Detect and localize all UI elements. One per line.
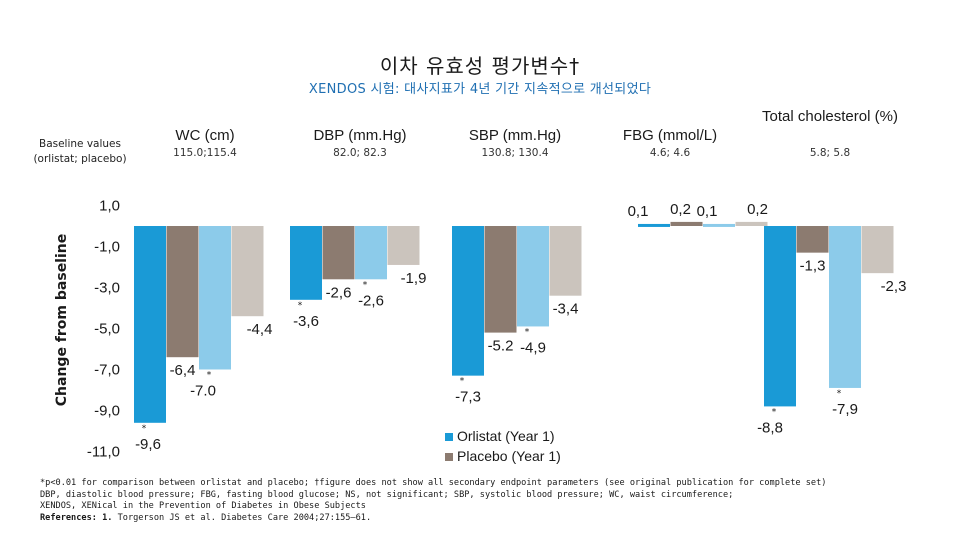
bar (670, 221, 703, 226)
bar (322, 226, 355, 280)
data-label: -4,9 (520, 339, 546, 356)
y-axis: 1,0 -1,0 -3,0 -5,0 -7,0 -9,0 -11,0 (87, 198, 120, 461)
data-label: -3,6 (293, 313, 319, 330)
data-label: -9,6 (135, 436, 161, 453)
footnote-xendos: XENDOS, XENical in the Prevention of Dia… (40, 501, 366, 511)
data-label: -1,3 (800, 258, 826, 275)
references-text: Torgerson JS et al. Diabetes Care 2004;2… (112, 512, 372, 523)
data-labels: * -9,6 -6,4 * -7.0 -4,4 * -3,6 -2,6 * -2,6 -1,9 * -7,… (135, 201, 906, 453)
data-label: 0,2 (747, 201, 768, 218)
baseline-values-label: Baseline values (orlistat; placebo) (33, 138, 127, 165)
group-header-dbp: DBP (mm.Hg) (313, 127, 407, 144)
legend-label: Orlistat (Year 1) (457, 428, 555, 444)
data-label: 0,2 (670, 201, 691, 218)
data-label: -8,8 (757, 419, 783, 436)
y-tick-label: -9,0 (94, 403, 120, 420)
significance-star: * (363, 280, 368, 290)
data-label: -2,6 (326, 284, 352, 301)
bar (517, 226, 549, 327)
group-header-total-cholesterol: Total cholesterol (%) (762, 108, 898, 125)
legend-label: Placebo (Year 1) (457, 448, 561, 464)
significance-star: * (207, 371, 212, 381)
significance-star: * (525, 327, 530, 337)
bars (134, 221, 894, 423)
bar (355, 226, 387, 280)
data-label: -3,4 (553, 301, 579, 318)
y-tick-label: -7,0 (94, 362, 120, 379)
bar (134, 226, 166, 423)
significance-star: * (772, 407, 777, 417)
data-label: -1,9 (401, 270, 427, 287)
bar (735, 221, 768, 226)
data-label: 0,1 (697, 203, 718, 220)
bar (703, 223, 735, 227)
significance-star: * (298, 301, 303, 311)
y-tick-label: -1,0 (94, 239, 120, 256)
page-title: 이차 유효성 평가변수† (379, 54, 581, 78)
significance-star: * (142, 424, 147, 434)
bar (829, 226, 861, 388)
data-label: 0,1 (628, 203, 649, 220)
footnotes: *p<0.01 for comparison between orlistat … (40, 478, 940, 524)
bar (861, 226, 894, 274)
bar (452, 226, 484, 376)
data-label: -6,4 (170, 362, 196, 379)
bar (387, 226, 420, 265)
group-baseline-dbp: 82.0; 82.3 (333, 147, 387, 159)
bar (796, 226, 829, 253)
significance-star: * (460, 377, 465, 387)
data-label: -4,4 (247, 321, 273, 338)
group-baseline-wc: 115.0;115.4 (173, 147, 237, 159)
y-tick-label: -5,0 (94, 321, 120, 338)
legend-swatch (445, 433, 453, 441)
legend: Orlistat (Year 1) Placebo (Year 1) (445, 428, 561, 464)
bar (484, 226, 517, 333)
bar (638, 223, 670, 227)
data-label: -7.0 (190, 383, 216, 400)
group-baseline-total-cholesterol: 5.8; 5.8 (809, 147, 851, 159)
y-tick-label: 1,0 (99, 198, 120, 215)
bar (290, 226, 322, 300)
bar (166, 226, 199, 358)
bar (549, 226, 582, 296)
group-header-sbp: SBP (mm.Hg) (468, 127, 562, 144)
data-label: -7,9 (832, 401, 858, 418)
legend-swatch (445, 453, 453, 461)
references-heading: References: 1. (40, 512, 113, 523)
group-baseline-fbg: 4.6; 4.6 (649, 147, 691, 159)
footnote-references: References: 1. Torgerson JS et al. Diabe… (40, 513, 940, 525)
significance-star: * (837, 389, 842, 399)
group-header-wc: WC (cm) (175, 127, 235, 144)
group-baseline-sbp: 130.8; 130.4 (481, 147, 549, 159)
data-label: -2,6 (358, 292, 384, 309)
footnote-significance: *p<0.01 for comparison between orlistat … (40, 478, 827, 488)
group-header-fbg: FBG (mmol/L) (622, 127, 718, 144)
data-label: -2,3 (881, 278, 907, 295)
y-tick-label: -3,0 (94, 280, 120, 297)
data-label: -5.2 (488, 338, 514, 355)
page-subtitle: XENDOS 시험: 대사지표가 4년 기간 지속적으로 개선되었다 (308, 82, 652, 97)
bar (764, 226, 796, 407)
bar (231, 226, 264, 317)
data-label: -7,3 (455, 389, 481, 406)
y-tick-label: -11,0 (87, 444, 120, 461)
y-axis-label: Change from baseline (54, 234, 70, 406)
footnote-abbreviations: DBP, diastolic blood pressure; FBG, fast… (40, 489, 734, 500)
bar (199, 226, 231, 370)
